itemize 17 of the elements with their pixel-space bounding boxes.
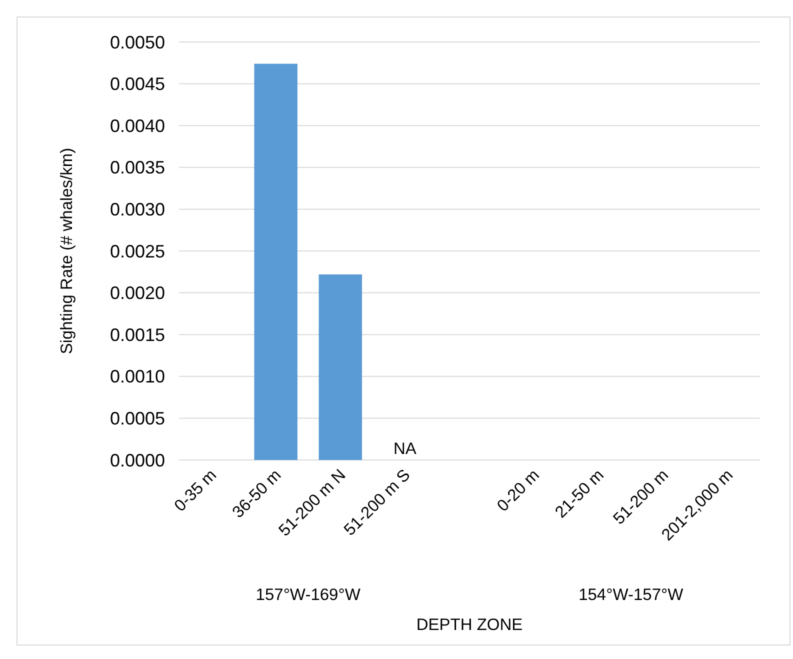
text: 157°W-169°W — [256, 586, 361, 604]
annotation: NA — [393, 440, 416, 458]
x-tick-label: 0-20 m — [494, 466, 543, 516]
y-tick-label: 0.0010 — [110, 366, 165, 387]
y-tick-label: 0.0040 — [110, 116, 165, 136]
y-tick-label: 0.0035 — [110, 158, 165, 178]
y-tick-label: 0.0015 — [110, 324, 165, 345]
y-tick-label: 0.0045 — [110, 74, 165, 94]
y-tick-label: 0.0000 — [110, 450, 165, 470]
y-tick-label: 0.0020 — [110, 283, 165, 304]
text: 154°W-157°W — [578, 586, 684, 604]
y-tick-label: 0.0025 — [110, 241, 165, 262]
y-tick-label: 0.0005 — [110, 408, 165, 428]
y-axis-title: Sighting Rate (# whales/km) — [58, 148, 76, 354]
y-tick-label: 0.0030 — [110, 200, 165, 220]
x-axis-title: DEPTH ZONE — [416, 616, 523, 634]
y-tick-label: 0.0050 — [110, 32, 165, 52]
